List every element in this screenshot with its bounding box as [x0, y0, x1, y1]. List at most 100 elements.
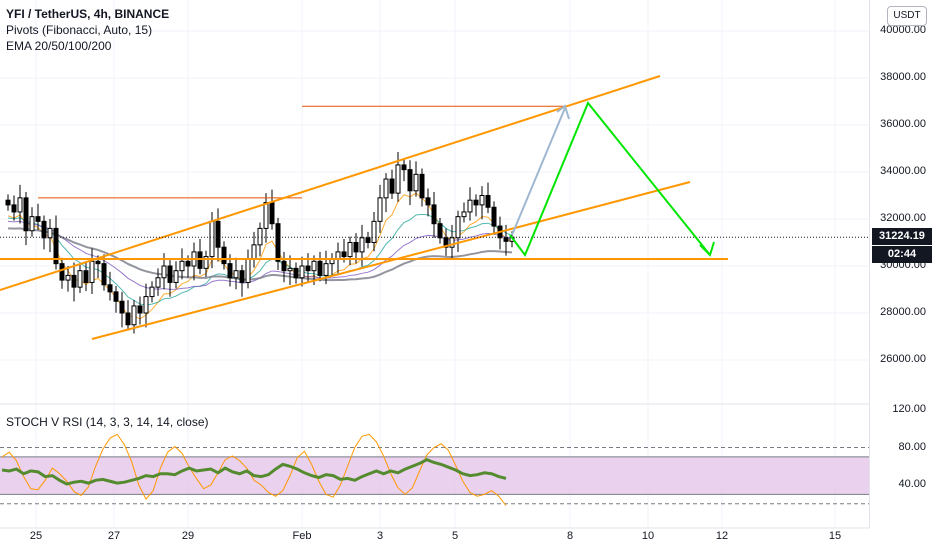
- candle-up: [17, 197, 23, 213]
- channel-lower-line: [91, 181, 691, 340]
- price-tick-label: 34000.00: [880, 165, 926, 177]
- time-tick-label: 25: [29, 530, 43, 542]
- candle-up: [143, 296, 149, 314]
- currency-button[interactable]: USDT: [887, 6, 927, 26]
- candle-down: [101, 263, 107, 286]
- candle-down: [95, 260, 101, 265]
- candle-down: [275, 223, 281, 262]
- channel-upper-line: [0, 75, 661, 291]
- candle-up: [359, 237, 365, 253]
- time-tick-label: 15: [828, 530, 842, 542]
- candle-down: [83, 270, 89, 283]
- candle-down: [227, 263, 233, 279]
- projection-arrow-head: [556, 104, 570, 120]
- time-tick-label: 27: [107, 530, 121, 542]
- chart-canvas[interactable]: [0, 0, 870, 550]
- candle-down: [485, 195, 491, 208]
- candle-down: [269, 202, 275, 225]
- candle-up: [449, 237, 455, 248]
- chart-legend: YFI / TetherUS, 4h, BINANCE Pivots (Fibo…: [6, 6, 169, 54]
- stoch-tick-label: 40.00: [898, 478, 926, 490]
- candle-down: [419, 173, 425, 199]
- candle-up: [395, 164, 401, 194]
- candle-up: [155, 277, 161, 288]
- candle-down: [407, 169, 413, 192]
- candle-up: [287, 267, 293, 272]
- time-tick-label: Feb: [292, 530, 312, 542]
- candle-down: [185, 260, 191, 267]
- candle-down: [401, 164, 407, 171]
- candle-down: [5, 199, 11, 206]
- current-price-badge: 31224.19: [872, 228, 932, 246]
- candle-down: [125, 312, 131, 326]
- candle-down: [53, 227, 59, 265]
- candle-up: [413, 173, 419, 192]
- candle-down: [305, 265, 311, 272]
- candle-up: [251, 244, 257, 260]
- candle-down: [137, 305, 143, 314]
- candle-down: [71, 274, 77, 288]
- candle-up: [29, 216, 35, 232]
- candle-down: [365, 237, 371, 244]
- candle-down: [113, 291, 119, 302]
- candle-up: [383, 178, 389, 199]
- price-tick-label: 26000.00: [880, 353, 926, 365]
- candle-down: [503, 237, 509, 242]
- price-tick-label: 36000.00: [880, 118, 926, 130]
- price-tick-label: 28000.00: [880, 306, 926, 318]
- symbol-title[interactable]: YFI / TetherUS, 4h, BINANCE: [6, 7, 170, 21]
- candle-up: [47, 227, 53, 239]
- candle-down: [353, 242, 359, 253]
- candle-up: [131, 305, 137, 326]
- time-tick-label: 10: [641, 530, 655, 542]
- candle-up: [461, 211, 467, 218]
- pivots-indicator-label[interactable]: Pivots (Fibonacci, Auto, 15): [6, 23, 153, 37]
- candle-down: [443, 237, 449, 248]
- ema-indicator-label[interactable]: EMA 20/50/100/200: [6, 39, 112, 53]
- candle-down: [341, 251, 347, 258]
- price-tick-label: 38000.00: [880, 71, 926, 83]
- projection-path-arrowhead: [699, 241, 715, 257]
- candle-countdown-badge: 02:44: [872, 246, 932, 264]
- time-tick-label: 12: [715, 530, 729, 542]
- candle-up: [479, 195, 485, 206]
- candle-down: [425, 197, 431, 206]
- candle-down: [491, 206, 497, 227]
- stoch-tick-label: 80.00: [898, 440, 926, 453]
- candle-up: [323, 263, 329, 276]
- candle-down: [197, 251, 203, 269]
- candle-down: [107, 284, 113, 293]
- candle-up: [203, 256, 209, 269]
- candle-up: [233, 270, 239, 279]
- candle-down: [317, 260, 323, 276]
- candle-down: [35, 216, 41, 222]
- candle-down: [119, 300, 125, 314]
- candle-down: [23, 197, 29, 232]
- candle-up: [179, 260, 185, 272]
- time-tick-label: 8: [566, 530, 574, 542]
- candle-up: [311, 260, 317, 272]
- stoch-rsi-label[interactable]: STOCH V RSI (14, 3, 3, 14, 14, close): [6, 415, 209, 429]
- stoch-d-line: [1, 433, 507, 506]
- candle-up: [77, 270, 83, 288]
- candle-up: [209, 220, 215, 258]
- candle-up: [245, 258, 251, 283]
- candle-up: [149, 286, 155, 298]
- stoch-k-line: [1, 458, 507, 486]
- candle-up: [89, 260, 95, 283]
- candle-up: [299, 265, 305, 279]
- candle-down: [281, 260, 287, 272]
- time-tick-label: 3: [376, 530, 384, 542]
- price-tick-label: 32000.00: [880, 212, 926, 224]
- candle-up: [377, 197, 383, 222]
- candle-down: [239, 270, 245, 283]
- candle-down: [41, 220, 47, 239]
- projection-arrow-line: [511, 107, 566, 236]
- price-axis[interactable]: 40000.00 38000.00 36000.00 34000.00 32000.00…: [869, 0, 932, 528]
- candle-down: [11, 204, 17, 213]
- candle-down: [59, 263, 65, 281]
- time-tick-label: 29: [181, 530, 195, 542]
- candle-up: [161, 265, 167, 279]
- candle-down: [431, 204, 437, 225]
